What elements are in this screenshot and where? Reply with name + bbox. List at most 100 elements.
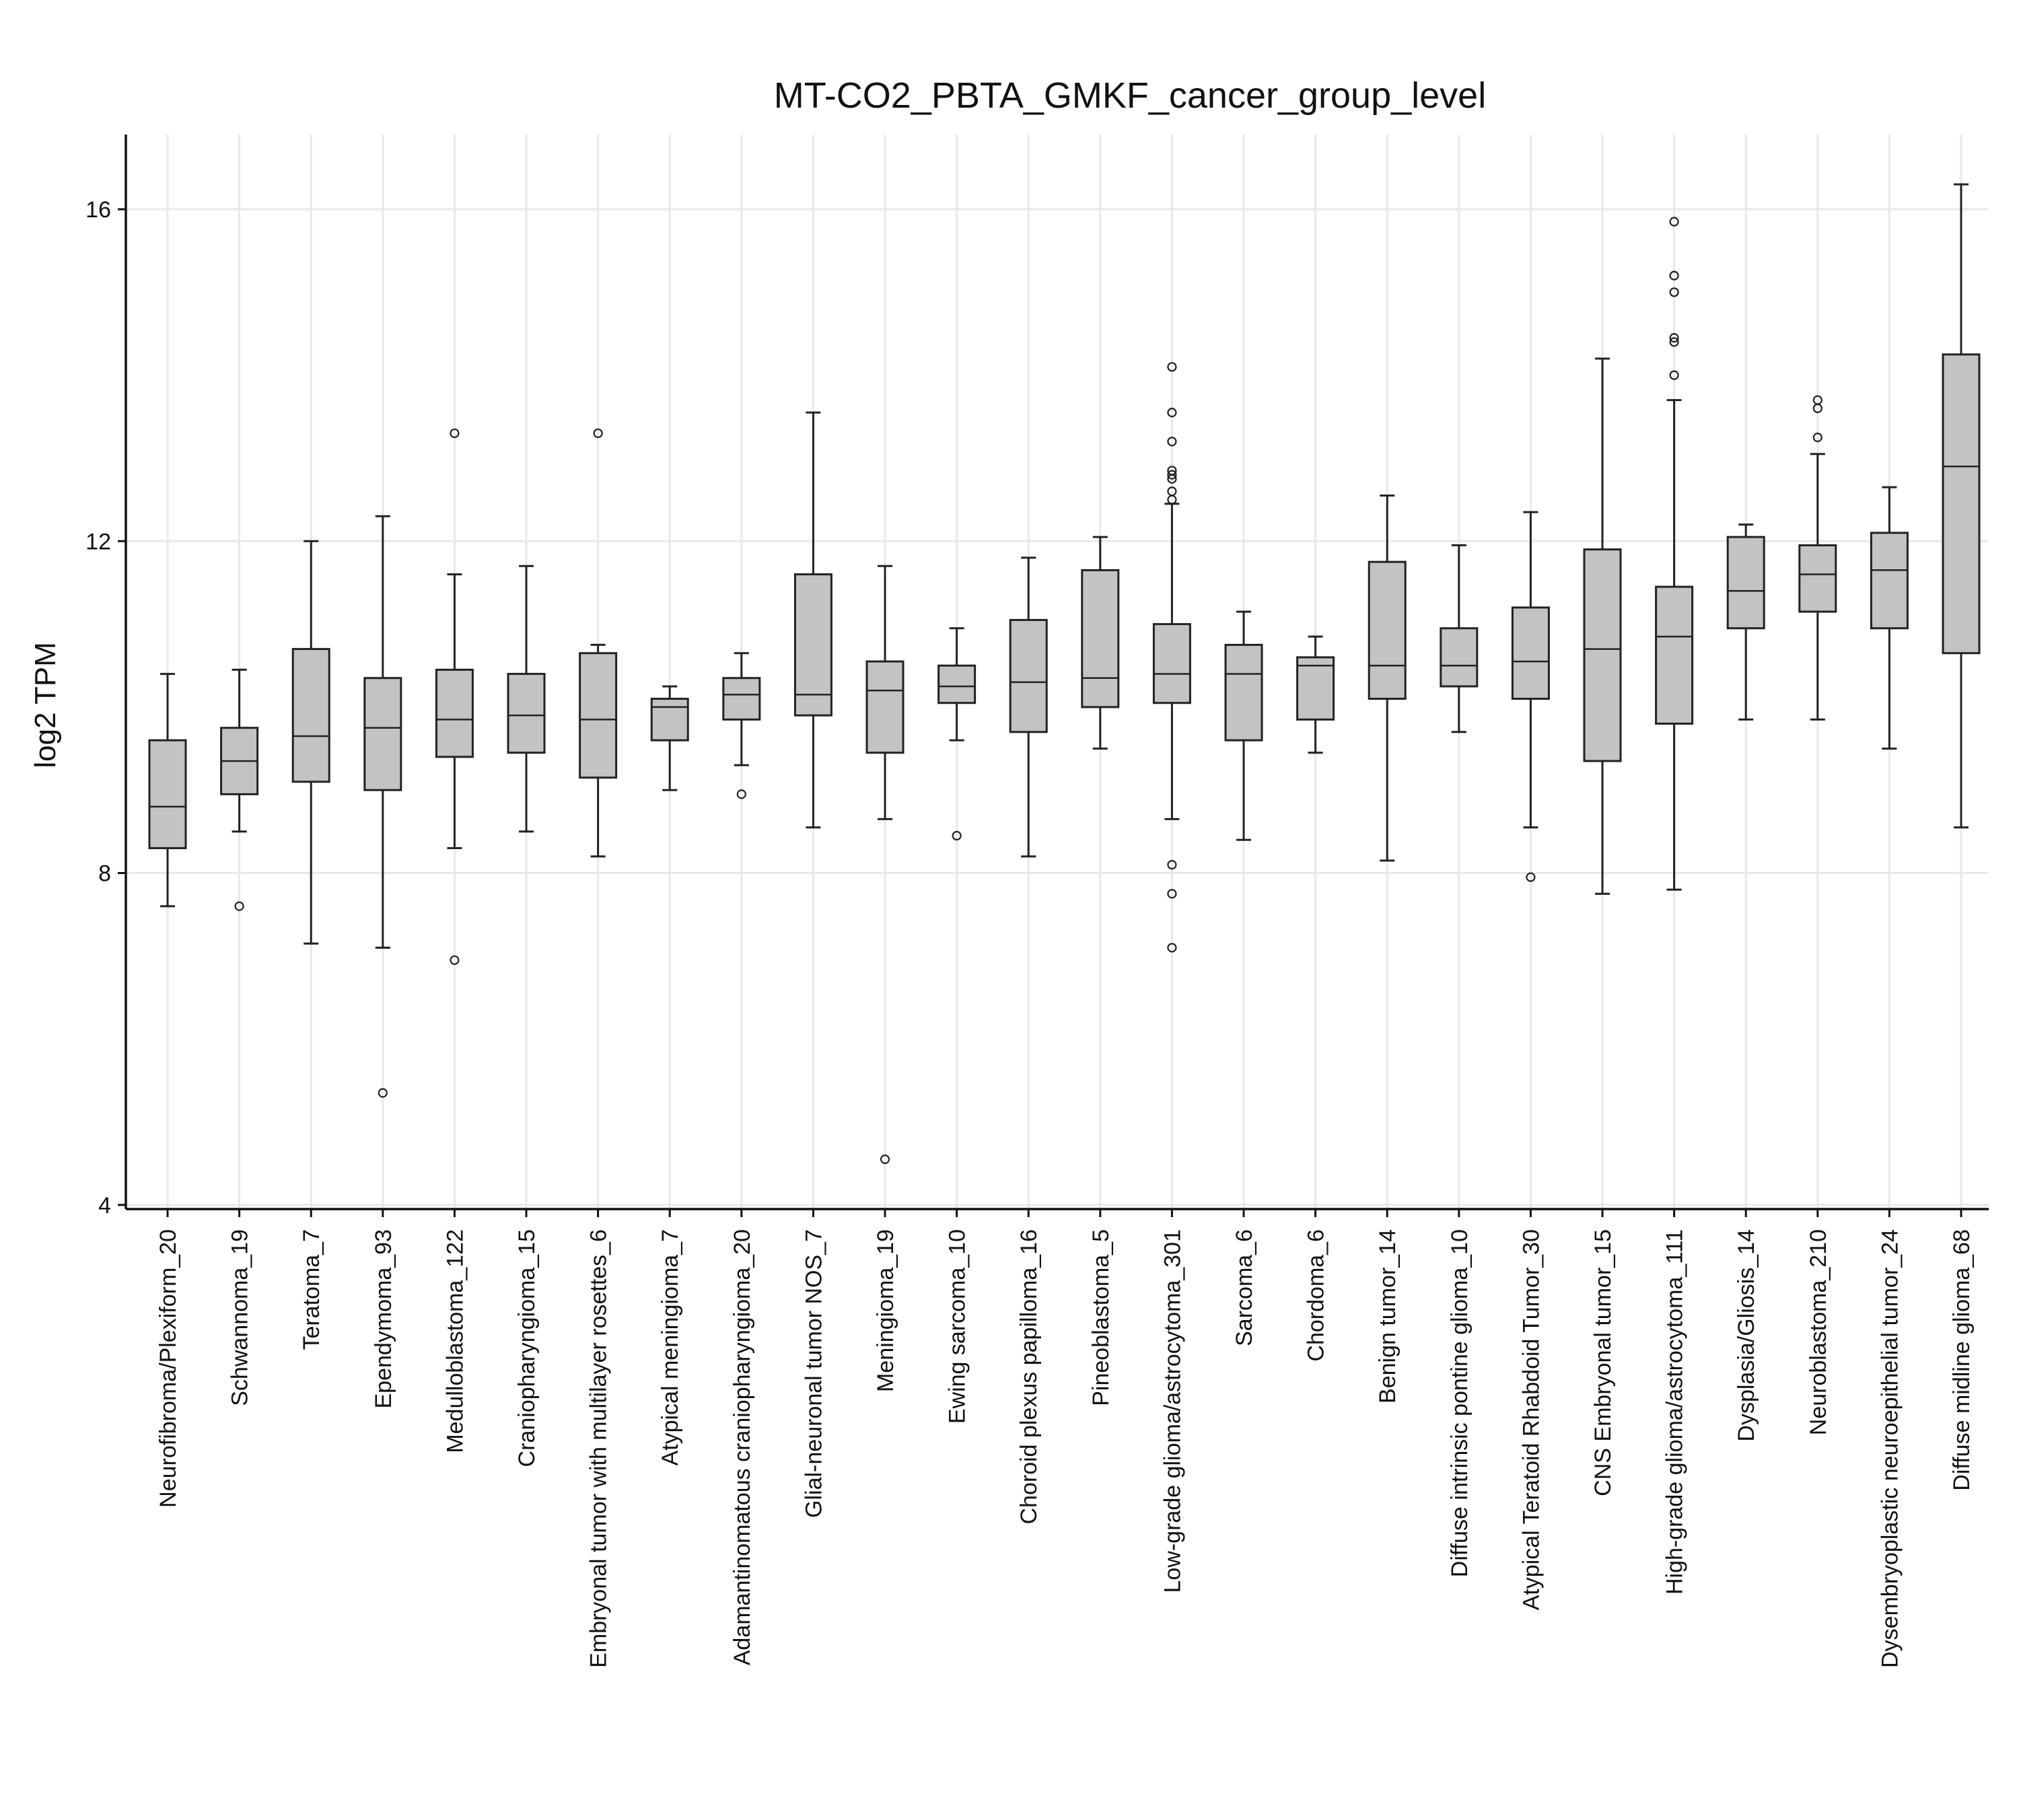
x-tick-label: Benign tumor_14	[1375, 1229, 1401, 1404]
box	[1511, 606, 1550, 700]
outlier-point	[1669, 217, 1679, 227]
x-tick-label: Ependymoma_93	[371, 1229, 396, 1409]
y-tick-label: 4	[98, 1193, 111, 1218]
x-tick-label: CNS Embryonal tumor_15	[1590, 1229, 1616, 1496]
box	[291, 648, 330, 783]
x-tick-label: Adamantinomatous craniopharyngioma_20	[730, 1229, 755, 1665]
box	[435, 668, 474, 758]
y-axis-title: log2 TPM	[29, 642, 62, 768]
box	[1870, 532, 1909, 630]
box-group	[1224, 610, 1263, 841]
box	[793, 573, 833, 717]
outlier-point	[1167, 362, 1177, 372]
box	[1081, 569, 1120, 708]
box-group	[1942, 183, 1981, 829]
x-tick-labels: Neurofibroma/Plexiform_20 Schwannoma_19 Te…	[155, 1229, 1975, 1668]
x-tick-label: Dysplasia/Gliosis_14	[1734, 1229, 1759, 1442]
outlier-point	[1669, 337, 1679, 347]
box-group	[937, 627, 977, 841]
box	[1009, 618, 1048, 733]
chart-title: MT-CO2_PBTA_GMKF_cancer_group_level	[774, 75, 1486, 116]
box	[1726, 536, 1765, 630]
x-tick-label: Neuroblastoma_210	[1806, 1229, 1831, 1435]
outlier-point	[1167, 437, 1177, 447]
x-tick-label: Diffuse midline glioma_68	[1949, 1229, 1975, 1491]
box-group	[1152, 362, 1191, 953]
x-tick-label: Atypical Teratoid Rhabdoid Tumor_30	[1518, 1229, 1544, 1610]
x-tick-label: Ewing sarcoma_10	[945, 1229, 970, 1424]
box-group	[220, 668, 259, 911]
outlier-point	[880, 1154, 890, 1165]
axes: 4 8 12 16	[85, 135, 1989, 1218]
x-tick-label: Schwannoma_19	[227, 1229, 253, 1406]
box-group	[1726, 523, 1765, 721]
box-group	[1511, 511, 1550, 882]
box	[1224, 643, 1263, 741]
box	[148, 739, 187, 850]
outlier-point	[234, 901, 244, 911]
x-tick-label: Embryonal tumor with multilayer rosettes…	[586, 1229, 612, 1668]
outlier-point	[1669, 270, 1679, 281]
box-group	[722, 652, 761, 799]
box-group	[1583, 357, 1622, 895]
box-group	[579, 428, 618, 858]
outlier-point	[593, 428, 603, 439]
box	[937, 664, 977, 704]
x-tick-label: Chordoma_6	[1304, 1229, 1329, 1362]
box-group	[650, 685, 689, 791]
outlier-point	[1669, 370, 1679, 380]
box	[1798, 544, 1837, 613]
outlier-point	[1669, 333, 1679, 343]
outlier-point	[1167, 470, 1177, 480]
x-tick-label: Pineoblastoma_5	[1088, 1229, 1114, 1406]
box	[722, 677, 761, 721]
outlier-point	[1812, 433, 1822, 443]
outlier-point	[1669, 287, 1679, 297]
boxes	[148, 183, 1981, 1165]
box	[579, 652, 618, 779]
x-tick-label: Medulloblastoma_122	[442, 1229, 468, 1453]
box	[1942, 353, 1981, 655]
box-group	[1296, 635, 1335, 754]
box-group	[1368, 494, 1407, 862]
x-tick-label: Teratoma_7	[299, 1229, 324, 1350]
outlier-point	[1167, 860, 1177, 870]
box-group	[148, 673, 187, 908]
x-tick-label: Low-grade glioma/astrocytoma_301	[1160, 1229, 1185, 1593]
outlier-point	[1167, 943, 1177, 953]
x-tick-label: Atypical meningioma_7	[658, 1229, 683, 1466]
box	[1655, 585, 1694, 725]
grid	[126, 135, 1989, 1209]
box	[507, 673, 546, 754]
box	[1368, 560, 1407, 700]
x-tick-label: Choroid plexus papilloma_16	[1016, 1229, 1042, 1525]
box	[1296, 656, 1335, 721]
outlier-point	[378, 1088, 388, 1098]
box-group	[1081, 536, 1120, 750]
outlier-point	[1167, 495, 1177, 505]
outlier-point	[1167, 408, 1177, 418]
box-group	[1009, 556, 1048, 858]
outlier-point	[1812, 403, 1822, 414]
x-tick-label: Dysembryoplastic neuroepithelial tumor_2…	[1877, 1229, 1903, 1668]
y-tick-label: 8	[98, 861, 111, 887]
outlier-point	[952, 830, 962, 841]
outlier-point	[736, 789, 746, 799]
box-group	[1870, 486, 1909, 750]
box-group	[1655, 217, 1694, 891]
box	[650, 698, 689, 741]
outlier-point	[1167, 889, 1177, 899]
box-group	[865, 565, 905, 1165]
box-group	[1798, 395, 1837, 721]
box	[363, 677, 402, 791]
box	[1152, 623, 1191, 704]
x-tick-label: Glial-neuronal tumor NOS_7	[801, 1229, 826, 1518]
y-tick-label: 16	[85, 197, 111, 223]
box	[1440, 627, 1479, 688]
outlier-point	[1167, 474, 1177, 484]
box	[1583, 548, 1622, 762]
outlier-point	[450, 428, 460, 439]
box-group	[363, 515, 402, 1098]
